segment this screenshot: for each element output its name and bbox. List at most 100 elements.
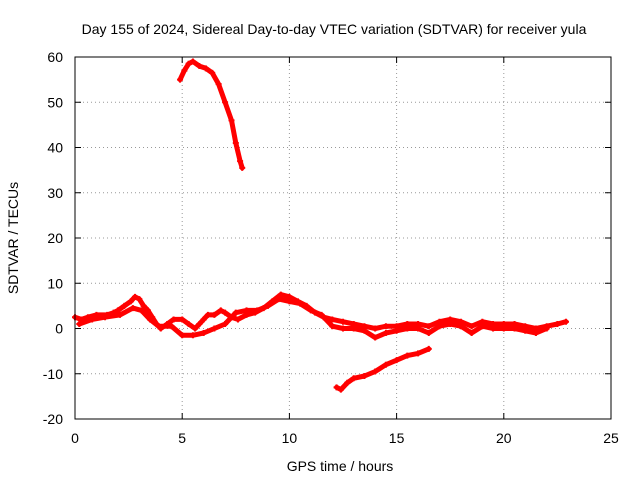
data-point xyxy=(76,320,83,327)
data-point xyxy=(204,311,211,318)
x-tick-label: 0 xyxy=(71,430,79,446)
x-tick-label: 25 xyxy=(603,430,619,446)
data-point xyxy=(147,316,154,323)
data-point xyxy=(468,323,475,330)
data-point xyxy=(144,307,151,314)
data-point xyxy=(275,296,282,303)
data-point xyxy=(140,302,147,309)
data-point xyxy=(196,320,203,327)
data-point xyxy=(479,323,486,330)
grid xyxy=(75,57,611,419)
data-point xyxy=(468,330,475,337)
data-point xyxy=(200,330,207,337)
data-point xyxy=(543,325,550,332)
data-point xyxy=(254,307,261,314)
data-point xyxy=(211,311,218,318)
data-point xyxy=(532,330,539,337)
series-trace xyxy=(334,346,432,393)
y-tick-label: -20 xyxy=(43,411,63,427)
data-point xyxy=(277,291,284,298)
data-point xyxy=(232,309,239,316)
y-tick-label: 20 xyxy=(47,230,63,246)
data-point xyxy=(168,323,175,330)
y-tick-label: 40 xyxy=(47,140,63,156)
data-point xyxy=(562,318,569,325)
data-point xyxy=(307,307,314,314)
x-axis-label: GPS time / hours xyxy=(287,458,394,474)
y-tick-label: 50 xyxy=(47,94,63,110)
data-point xyxy=(215,81,222,88)
data-point xyxy=(89,316,96,323)
data-point xyxy=(222,309,229,316)
data-point xyxy=(114,307,121,314)
data-points xyxy=(72,58,569,393)
data-point xyxy=(447,320,454,327)
data-point xyxy=(177,76,184,83)
data-point xyxy=(297,300,304,307)
data-point xyxy=(500,325,507,332)
data-point xyxy=(189,332,196,339)
data-point xyxy=(189,58,196,65)
data-point xyxy=(382,361,389,368)
data-point xyxy=(372,334,379,341)
data-point xyxy=(232,139,239,146)
data-point xyxy=(155,323,162,330)
data-point xyxy=(127,298,134,305)
series-main xyxy=(72,291,569,332)
data-point xyxy=(340,318,346,325)
data-point xyxy=(222,99,229,106)
data-point xyxy=(404,325,411,332)
data-point xyxy=(239,164,246,171)
data-point xyxy=(350,325,357,332)
data-point xyxy=(511,325,518,332)
data-point xyxy=(329,323,336,330)
series-main-spread xyxy=(76,296,550,341)
data-point xyxy=(228,117,235,124)
data-point xyxy=(185,320,192,327)
data-point xyxy=(181,67,188,74)
x-tick-label: 10 xyxy=(282,430,298,446)
data-point xyxy=(202,65,209,72)
data-point xyxy=(372,325,379,332)
data-point xyxy=(185,60,192,67)
data-point xyxy=(337,386,344,393)
data-point xyxy=(217,307,224,314)
data-point xyxy=(372,368,379,375)
data-point xyxy=(522,327,529,334)
data-point xyxy=(415,350,422,357)
y-tick-label: 0 xyxy=(55,321,63,337)
data-point xyxy=(222,320,229,327)
x-tick-label: 15 xyxy=(389,430,405,446)
series-trace xyxy=(177,59,245,171)
y-tick-label: 30 xyxy=(47,185,63,201)
y-tick-label: 10 xyxy=(47,275,63,291)
data-point xyxy=(490,325,497,332)
x-tick-label: 20 xyxy=(496,430,512,446)
series-lower-segment xyxy=(333,345,432,393)
data-point xyxy=(554,320,561,327)
data-point xyxy=(138,307,145,314)
data-point xyxy=(243,307,250,314)
data-point xyxy=(200,316,207,323)
data-point xyxy=(192,325,199,332)
data-point xyxy=(209,69,216,76)
data-point xyxy=(132,293,139,300)
data-point xyxy=(425,345,432,352)
data-point xyxy=(382,330,389,337)
data-point xyxy=(264,302,271,309)
data-point xyxy=(333,384,340,391)
data-point xyxy=(350,375,357,382)
data-point xyxy=(170,316,177,323)
data-point xyxy=(329,316,336,323)
data-point xyxy=(211,325,218,332)
data-point xyxy=(425,323,432,330)
data-point xyxy=(344,379,351,386)
y-tick-label: 60 xyxy=(47,49,63,65)
x-tick-label: 5 xyxy=(178,430,186,446)
data-point xyxy=(457,323,464,330)
data-point xyxy=(179,316,186,323)
data-point xyxy=(361,373,368,380)
data-point xyxy=(404,352,411,359)
series-upper-arc xyxy=(177,58,246,171)
